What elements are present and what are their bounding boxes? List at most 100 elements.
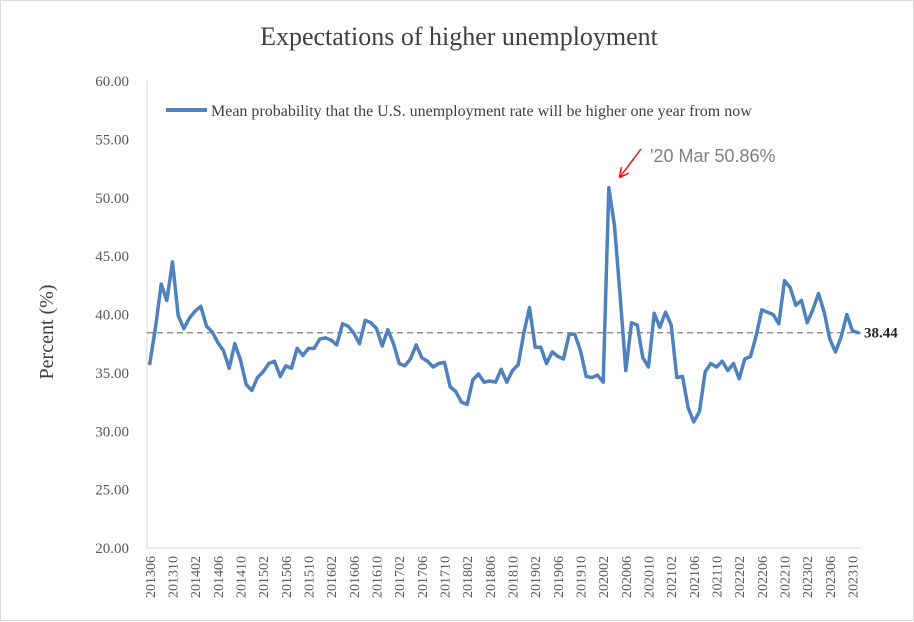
data-point bbox=[828, 337, 832, 341]
data-point bbox=[153, 325, 158, 329]
x-tick-label: 201706 bbox=[416, 556, 431, 598]
data-point bbox=[391, 342, 396, 346]
x-tick-label: 201406 bbox=[212, 556, 227, 598]
data-point bbox=[204, 324, 209, 328]
x-tick-label: 201710 bbox=[439, 556, 454, 598]
x-tick-label: 201610 bbox=[371, 556, 386, 598]
data-point bbox=[692, 420, 696, 424]
data-point bbox=[573, 332, 577, 336]
data-point bbox=[516, 363, 520, 367]
data-point bbox=[646, 365, 651, 369]
data-point bbox=[567, 332, 571, 336]
x-tick-label: 201306 bbox=[144, 556, 159, 598]
data-point bbox=[278, 374, 282, 378]
data-point bbox=[148, 361, 152, 366]
data-point bbox=[799, 298, 804, 303]
y-tick-label: 25.00 bbox=[95, 483, 129, 499]
data-point bbox=[856, 331, 860, 335]
data-point bbox=[442, 360, 447, 364]
chart-title: Expectations of higher unemployment bbox=[260, 22, 659, 51]
data-point bbox=[340, 322, 345, 326]
x-tick-label: 202002 bbox=[597, 556, 612, 598]
data-point bbox=[176, 314, 180, 318]
data-point bbox=[505, 380, 509, 384]
data-point bbox=[459, 400, 464, 404]
legend-label: Mean probability that the U.S. unemploym… bbox=[211, 103, 752, 120]
x-tick-label: 201402 bbox=[189, 556, 204, 598]
data-point bbox=[510, 368, 515, 373]
data-point bbox=[170, 260, 175, 264]
series-line bbox=[148, 185, 860, 424]
data-point bbox=[539, 345, 543, 349]
data-point bbox=[845, 312, 849, 317]
data-point bbox=[771, 312, 775, 317]
y-tick-label: 60.00 bbox=[95, 74, 129, 90]
data-point bbox=[369, 321, 373, 325]
data-point bbox=[748, 354, 753, 359]
y-tick-label: 55.00 bbox=[95, 132, 129, 148]
data-point bbox=[227, 366, 231, 370]
data-point bbox=[544, 361, 549, 366]
x-tick-label: 201702 bbox=[393, 556, 408, 598]
series-points bbox=[148, 186, 860, 424]
data-point bbox=[221, 349, 226, 353]
data-point bbox=[284, 364, 288, 368]
data-point bbox=[737, 377, 741, 381]
data-point bbox=[499, 367, 503, 371]
data-point bbox=[352, 331, 356, 335]
data-point bbox=[403, 364, 407, 368]
data-point bbox=[675, 375, 679, 380]
data-point bbox=[709, 361, 713, 366]
data-point bbox=[839, 335, 843, 339]
data-point bbox=[714, 365, 719, 369]
data-point bbox=[397, 361, 401, 366]
data-point bbox=[578, 349, 583, 353]
data-point bbox=[482, 380, 486, 384]
data-point bbox=[261, 370, 265, 374]
x-tick-label: 202006 bbox=[620, 556, 635, 598]
data-point bbox=[267, 361, 271, 366]
y-tick-label: 50.00 bbox=[95, 191, 129, 207]
data-point bbox=[765, 310, 770, 314]
data-point bbox=[652, 311, 656, 315]
data-point bbox=[726, 368, 730, 373]
x-tick-label: 201410 bbox=[235, 556, 250, 598]
data-point bbox=[465, 402, 469, 406]
data-point bbox=[612, 224, 617, 228]
data-point bbox=[629, 321, 634, 325]
data-point bbox=[590, 375, 594, 380]
x-tick-label: 201806 bbox=[484, 556, 499, 598]
x-tick-label: 202010 bbox=[643, 556, 658, 598]
data-point bbox=[233, 342, 237, 346]
data-point bbox=[329, 338, 333, 342]
data-point bbox=[850, 329, 855, 333]
x-tick-label: 202102 bbox=[665, 556, 680, 598]
data-point bbox=[697, 409, 702, 413]
x-tick-label: 201310 bbox=[167, 556, 182, 598]
data-point bbox=[437, 361, 441, 366]
data-point bbox=[193, 309, 197, 313]
data-point bbox=[584, 374, 588, 378]
x-tick-label: 202306 bbox=[824, 556, 839, 598]
data-point bbox=[777, 322, 781, 326]
data-point bbox=[386, 328, 390, 332]
data-point bbox=[686, 406, 690, 410]
x-tick-label: 202202 bbox=[733, 556, 748, 598]
y-tick-label: 20.00 bbox=[95, 541, 129, 557]
data-point bbox=[425, 359, 430, 363]
x-tick-label: 201910 bbox=[575, 556, 590, 598]
peak-annotation: '20 Mar 50.86% bbox=[650, 146, 776, 166]
data-point bbox=[618, 295, 622, 299]
data-point bbox=[250, 388, 254, 392]
x-tick-label: 202106 bbox=[688, 556, 703, 598]
data-point bbox=[312, 346, 316, 350]
data-point bbox=[414, 343, 418, 347]
data-point bbox=[754, 333, 758, 338]
data-point bbox=[165, 298, 169, 303]
data-point bbox=[641, 356, 645, 360]
data-point bbox=[357, 342, 362, 346]
data-point bbox=[301, 353, 305, 357]
data-point bbox=[811, 308, 815, 312]
